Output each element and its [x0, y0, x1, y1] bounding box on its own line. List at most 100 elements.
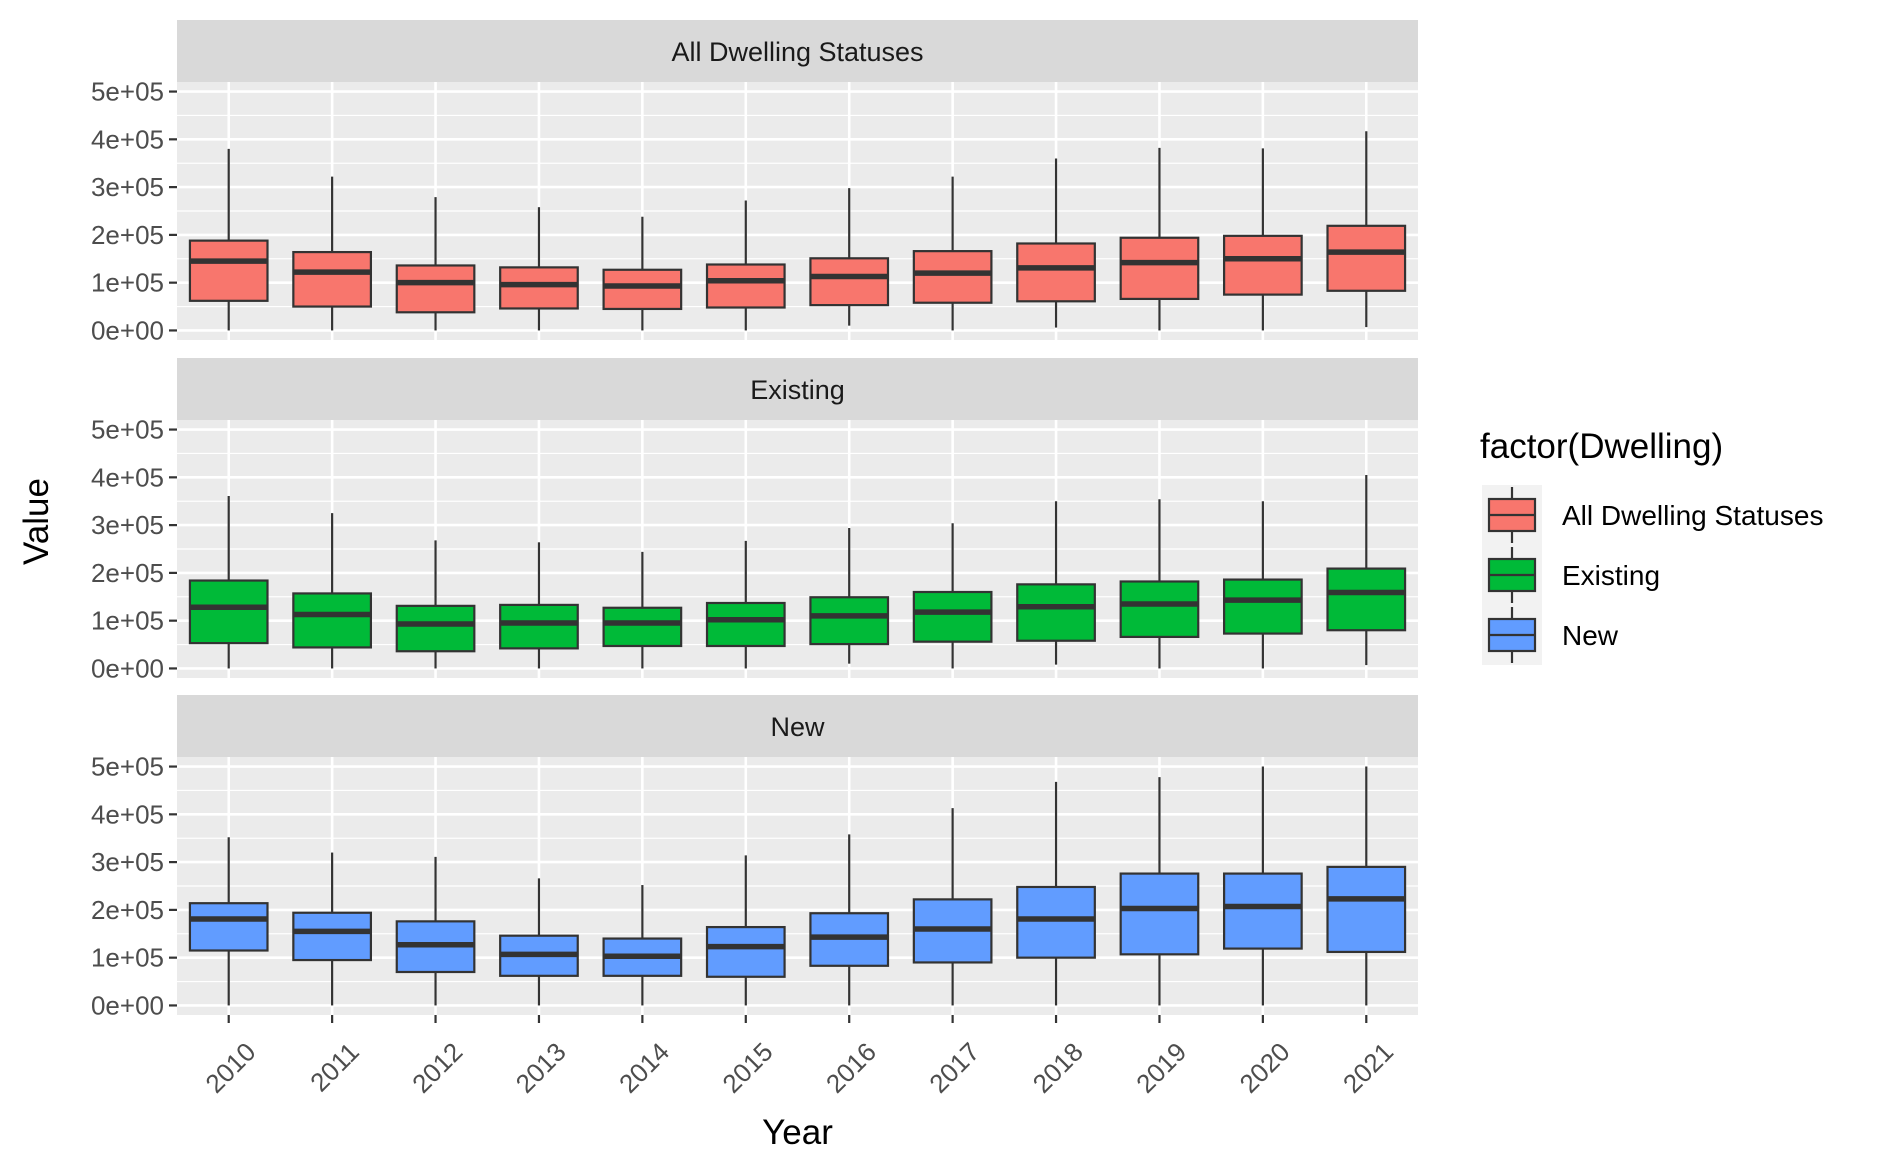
- x-axis-title: Year: [762, 1113, 833, 1152]
- legend: factor(Dwelling) All Dwelling Statuses Ex…: [1480, 427, 1823, 665]
- box-iqr: [1326, 865, 1407, 954]
- x-tick-label: 2019: [1130, 1037, 1192, 1099]
- box-2019: [1119, 499, 1200, 669]
- box-iqr: [1016, 242, 1096, 303]
- y-tick-label: 0e+00: [91, 315, 164, 345]
- box-2015: [705, 200, 786, 331]
- box-2018: [1016, 781, 1096, 1006]
- y-tick-label: 0e+00: [91, 990, 164, 1020]
- box-iqr: [1326, 224, 1407, 292]
- box-2020: [1222, 766, 1303, 1006]
- legend-item: Existing: [1482, 545, 1660, 605]
- x-tick-label: 2014: [613, 1037, 675, 1099]
- box-2017: [912, 808, 993, 1006]
- box-2020: [1222, 148, 1303, 331]
- box-2021: [1326, 766, 1407, 1006]
- box-2012: [395, 856, 476, 1006]
- box-2019: [1119, 777, 1200, 1006]
- box-2021: [1326, 474, 1407, 666]
- box-iqr: [188, 239, 269, 302]
- facet-panel: New 0e+00 1e+05 2e+05 3e+05 4e+05 5e+05: [91, 695, 1418, 1020]
- box-2014: [602, 885, 683, 1006]
- box-iqr: [705, 601, 786, 648]
- box-2010: [188, 837, 269, 1006]
- strip-label: New: [770, 712, 825, 742]
- x-axis: 2010 2011 2012 2013 2014 2015 2016 2017 2018 2019…: [199, 1015, 1399, 1099]
- facet-panel: Existing 0e+00 1e+05 2e+05 3e+05 4e+05 5e+05: [91, 358, 1418, 683]
- box-2010: [188, 495, 269, 669]
- box-2010: [188, 148, 269, 331]
- box-2016: [809, 527, 890, 664]
- box-iqr: [705, 925, 786, 978]
- box-2020: [1222, 501, 1303, 669]
- legend-item: All Dwelling Statuses: [1482, 485, 1823, 545]
- y-tick-label: 5e+05: [91, 77, 164, 107]
- box-iqr: [1222, 872, 1303, 950]
- box-iqr: [1326, 567, 1407, 632]
- y-tick-label: 2e+05: [91, 558, 164, 588]
- y-tick-label: 3e+05: [91, 847, 164, 877]
- y-tick-label: 3e+05: [91, 510, 164, 540]
- legend-label: New: [1562, 620, 1619, 651]
- y-tick-label: 4e+05: [91, 124, 164, 154]
- y-tick-label: 1e+05: [91, 606, 164, 636]
- box-2011: [292, 852, 373, 1006]
- legend-label: All Dwelling Statuses: [1562, 500, 1823, 531]
- x-tick-label: 2012: [406, 1037, 468, 1099]
- box-2019: [1119, 147, 1200, 331]
- box-2016: [809, 188, 890, 326]
- box-iqr: [1016, 583, 1096, 642]
- box-2015: [705, 855, 786, 1006]
- strip-background: [177, 358, 1418, 420]
- box-2016: [809, 834, 890, 1006]
- x-tick-label: 2011: [304, 1037, 365, 1098]
- facet-panels: All Dwelling Statuses 0e+00 1e+05 2e+05 3e+0…: [91, 20, 1418, 1020]
- y-tick-label: 5e+05: [91, 415, 164, 445]
- box-iqr: [602, 268, 683, 311]
- box-iqr: [499, 266, 579, 310]
- facet-panel: All Dwelling Statuses 0e+00 1e+05 2e+05 3e+0…: [91, 20, 1418, 345]
- strip-label: All Dwelling Statuses: [671, 37, 923, 67]
- x-tick-label: 2017: [923, 1037, 985, 1099]
- box-iqr: [1222, 578, 1303, 635]
- box-iqr: [188, 902, 269, 952]
- box-2018: [1016, 501, 1096, 665]
- box-2012: [395, 540, 476, 669]
- x-tick-label: 2015: [716, 1037, 778, 1099]
- box-iqr: [912, 590, 993, 643]
- x-tick-label: 2013: [510, 1037, 572, 1099]
- strip-background: [177, 20, 1418, 82]
- box-2017: [912, 523, 993, 669]
- box-iqr: [395, 264, 476, 314]
- x-tick-label: 2016: [820, 1037, 882, 1099]
- x-tick-label: 2021: [1337, 1037, 1399, 1099]
- x-tick-label: 2020: [1234, 1037, 1296, 1099]
- box-iqr: [395, 604, 476, 653]
- box-iqr: [1119, 580, 1200, 639]
- y-tick-label: 2e+05: [91, 895, 164, 925]
- y-tick-label: 1e+05: [91, 943, 164, 973]
- y-tick-label: 4e+05: [91, 799, 164, 829]
- box-iqr: [602, 606, 683, 648]
- box-2018: [1016, 158, 1096, 328]
- x-tick-label: 2010: [199, 1037, 261, 1099]
- y-tick-label: 0e+00: [91, 653, 164, 683]
- strip-background: [177, 695, 1418, 757]
- x-tick-label: 2018: [1027, 1037, 1089, 1099]
- box-2013: [499, 542, 579, 669]
- box-iqr: [1119, 872, 1200, 956]
- box-2014: [602, 216, 683, 331]
- box-iqr: [809, 257, 890, 307]
- box-iqr: [292, 911, 373, 962]
- y-tick-label: 1e+05: [91, 268, 164, 298]
- box-iqr: [292, 250, 373, 308]
- legend-title: factor(Dwelling): [1480, 427, 1723, 466]
- box-iqr: [705, 263, 786, 309]
- box-iqr: [188, 579, 269, 645]
- box-iqr: [912, 250, 993, 304]
- box-iqr: [292, 592, 373, 649]
- y-tick-label: 3e+05: [91, 172, 164, 202]
- box-2012: [395, 197, 476, 331]
- box-2011: [292, 176, 373, 331]
